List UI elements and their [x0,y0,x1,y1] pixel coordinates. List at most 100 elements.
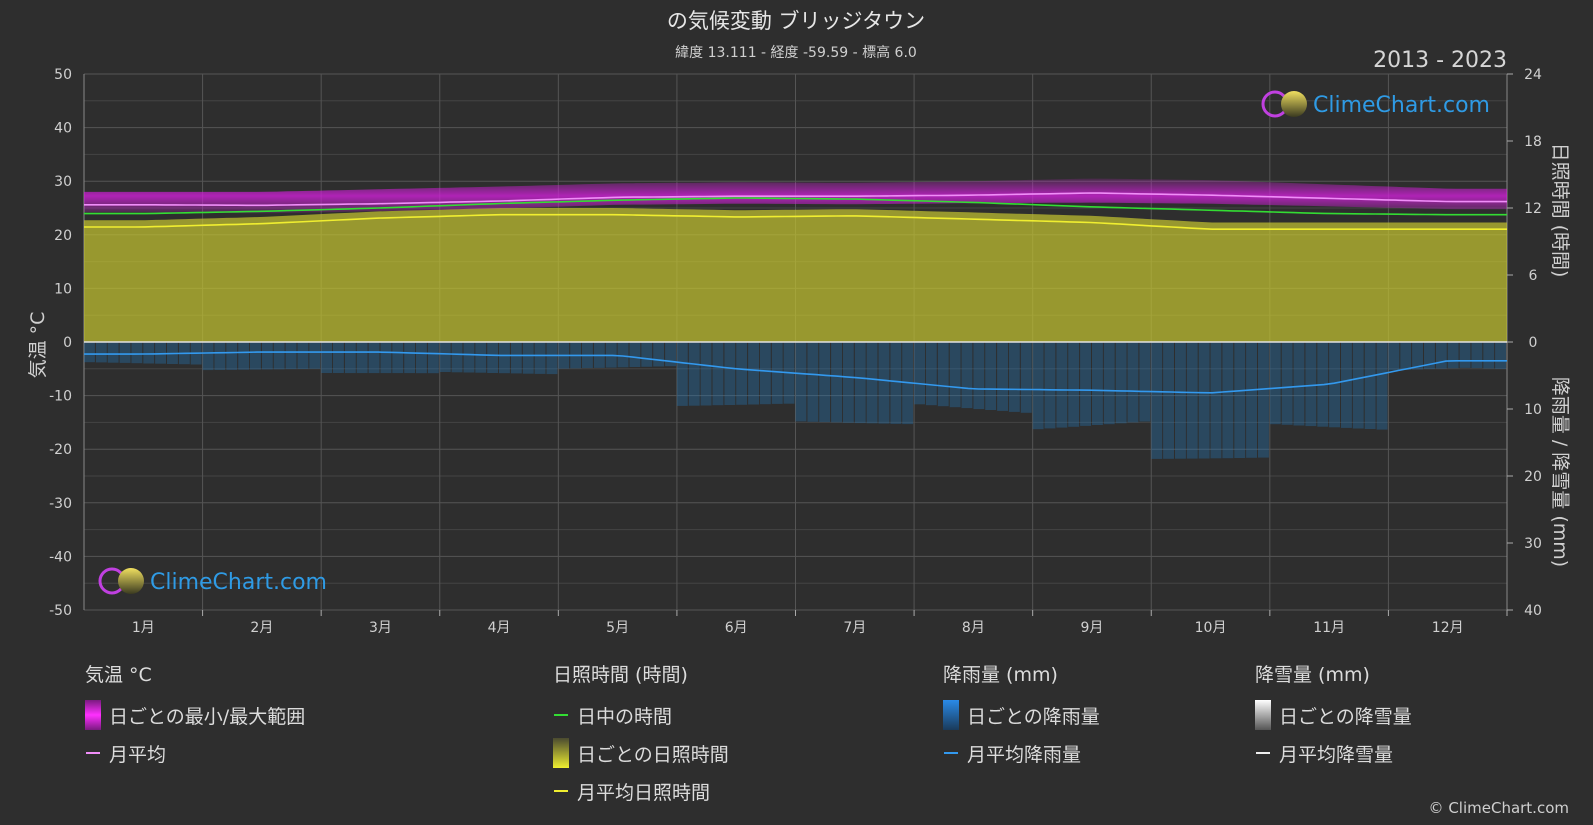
rain-bar [1447,342,1459,369]
rain-bar [404,342,416,374]
rain-bar [1364,342,1376,429]
rain-bar [333,342,344,373]
legend-temperature: 気温 °C 日ごとの最小/最大範囲 月平均 [85,660,305,772]
rain-bar [937,342,949,407]
chart-title: の気候変動 ブリッジタウン [667,9,925,33]
rain-bar [344,342,356,374]
y-tick-label: -50 [49,603,72,619]
line-swatch-icon [554,714,568,716]
rain-bar [890,342,902,424]
y-tick-label: 50 [54,67,72,83]
line-swatch-icon [86,752,100,754]
rain-bar [250,342,261,370]
rain-bar [1483,342,1495,369]
x-tick-label: 8月 [962,620,985,636]
range-swatch-icon [85,700,101,730]
rain-bar [1139,342,1151,422]
logo-sun-icon [1281,91,1307,117]
rain-bar [261,342,273,370]
x-tick-label: 11月 [1313,620,1345,636]
legend-title: 降雨量 (mm) [943,664,1058,686]
y-tick-label: -20 [49,442,72,458]
rain-bar [155,342,166,364]
legend-snow: 降雪量 (mm) 日ごとの降雪量 月平均降雪量 [1255,660,1412,772]
rain-bar [1198,342,1210,459]
rain-bar [866,342,878,424]
rain-bar [214,342,226,370]
copyright: © ClimeChart.com [1428,799,1569,817]
legend-item: 月平均 [85,734,305,772]
rain-bar [534,342,546,374]
rain-bar [499,342,510,374]
right-tick-label: 20 [1524,469,1542,485]
rain-bar [439,342,451,372]
rain-bar [107,342,119,363]
left-axis-label: 気温 °C [27,312,49,379]
rain-bar [641,342,653,367]
x-tick-label: 3月 [369,620,392,636]
legend-label: 日ごとの降雨量 [967,705,1100,728]
rain-bar [1163,342,1174,459]
rain-bar [427,342,439,374]
rain-bar [487,342,499,373]
rain-bar [1435,342,1447,369]
right-bottom-axis-label: 降雨量 / 降雪量 (mm) [1549,377,1571,567]
rain-bar [795,342,807,422]
y-tick-label: -10 [49,389,72,405]
rain-bar [1258,342,1269,458]
rain-bar [712,342,724,406]
y-tick-label: -40 [49,549,72,565]
logo-text: ClimeChart.com [150,570,327,595]
year-range: 2013 - 2023 [1373,48,1507,73]
rain-bar [961,342,973,409]
rain-bar [736,342,748,405]
rain-bar [831,342,842,423]
rain-bar [914,342,925,405]
legend-item: 日ごとの日照時間 [553,734,729,772]
legend-label: 月平均降雨量 [967,743,1082,766]
x-tick-label: 7月 [843,620,866,636]
rain-bar [321,342,333,373]
rain-bar [309,342,321,369]
sunshine-avg-line [84,213,1507,230]
legend-label: 日ごとの最小/最大範囲 [109,705,306,728]
logo-sun-icon [118,568,144,594]
rain-bar [1424,342,1435,370]
x-tick-label: 4月 [488,620,511,636]
daylight-line [84,197,1507,216]
legend-item: 日中の時間 [553,696,729,734]
rain-bar [807,342,819,422]
rain-bar [985,342,997,410]
right-tick-label: 10 [1524,402,1542,418]
x-tick-label: 12月 [1432,620,1464,636]
rain-bar [522,342,534,374]
line-swatch-icon [554,790,568,792]
rain-bar [854,342,866,424]
rain-bar [1222,342,1234,459]
line-swatch-icon [1256,752,1270,754]
rain-bar [1412,342,1423,370]
legend-item: 日ごとの最小/最大範囲 [85,696,305,734]
rain-bar [84,342,95,363]
rain-bar [1234,342,1246,458]
sunshine-area [84,208,1507,342]
rain-bar [285,342,297,370]
logo-bottom: ClimeChart.com [98,567,327,595]
rain-bar [368,342,380,374]
rain-bar [878,342,890,424]
logo-top: ClimeChart.com [1261,90,1490,118]
rain-bar [131,342,143,364]
right-tick-label: 24 [1524,67,1542,83]
rain-bar [380,342,392,374]
rain-bar [759,342,771,405]
legend-rain: 降雨量 (mm) 日ごとの降雨量 月平均降雨量 [943,660,1100,772]
rain-bar [143,342,155,364]
rain-bar [1495,342,1506,369]
legend-title: 降雪量 (mm) [1255,664,1370,686]
rain-bar [925,342,937,406]
rain-bar [1151,342,1163,459]
rain-bar [1092,342,1103,425]
rain-bar [1341,342,1352,428]
legend-label: 日ごとの降雪量 [1279,705,1412,728]
right-tick-label: 6 [1529,268,1538,284]
